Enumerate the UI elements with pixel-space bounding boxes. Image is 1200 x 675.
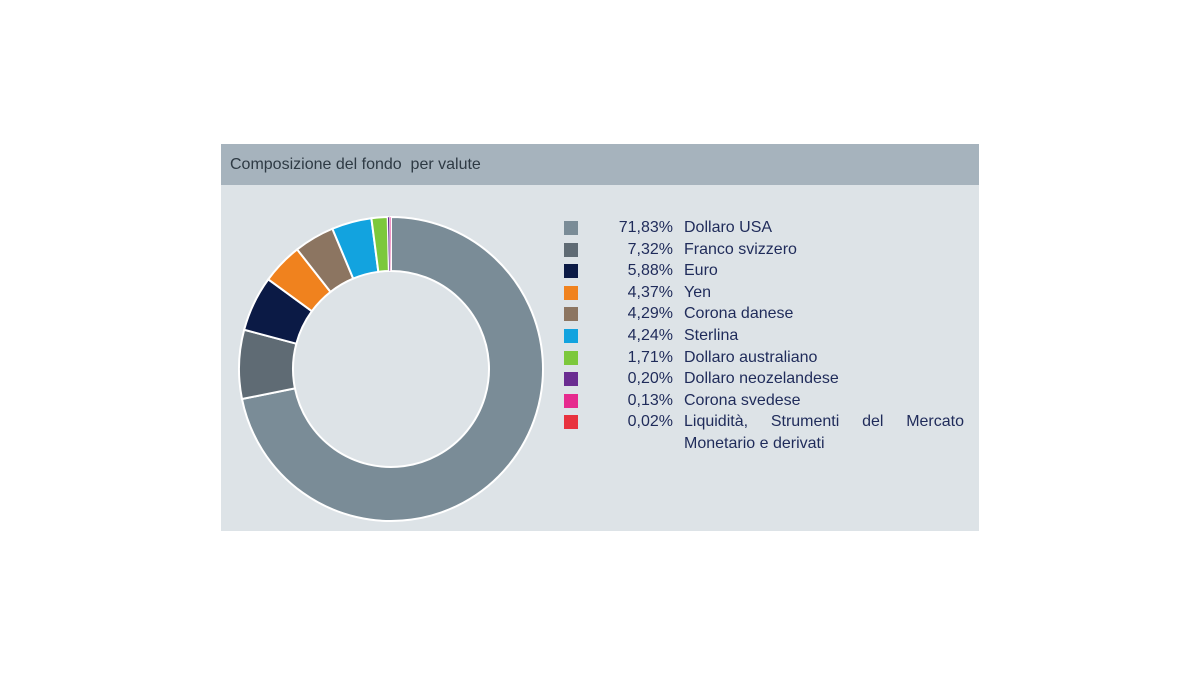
legend-swatch (564, 242, 578, 257)
donut-chart (238, 215, 544, 522)
legend-item: 4,29% Corona danese (564, 303, 964, 325)
legend-percentage: 1,71% (627, 348, 673, 366)
legend-item: 0,20% Dollaro neozelandese (564, 368, 964, 390)
legend-swatch (564, 307, 578, 322)
legend-label: Corona svedese (684, 391, 801, 409)
legend-percentage: 4,37% (627, 283, 673, 301)
legend-percentage: 7,32% (627, 240, 673, 258)
legend-item: 4,37% Yen (564, 282, 964, 304)
currency-composition-panel: Composizione del fondo per valute 71,83%… (221, 144, 979, 531)
legend-percentage: 4,24% (627, 326, 673, 344)
panel-header: Composizione del fondo per valute (221, 144, 979, 185)
donut-slice-0 (240, 215, 544, 522)
legend-item: 0,02% Liquidità, Strumenti del Mercato Mo… (564, 411, 964, 454)
legend-item: 5,88% Euro (564, 260, 964, 282)
legend-label: Liquidità, Strumenti del Mercato Monetar… (684, 413, 964, 452)
legend-swatch (564, 415, 578, 430)
legend-label: Dollaro USA (684, 219, 773, 236)
legend-percentage: 0,02% (627, 413, 673, 431)
legend-item: 0,13% Corona svedese (564, 390, 964, 412)
legend-item: 4,24% Sterlina (564, 325, 964, 347)
legend-swatch (564, 264, 578, 279)
legend-label: Dollaro australiano (684, 348, 818, 366)
legend-label: Euro (684, 262, 718, 280)
legend-item: 71,83% Dollaro USA (564, 217, 964, 239)
legend-item: 1,71% Dollaro australiano (564, 347, 964, 369)
legend-swatch (564, 350, 578, 365)
legend-percentage: 71,83% (618, 219, 673, 236)
legend-percentage: 0,20% (627, 370, 673, 388)
legend-percentage: 0,13% (627, 391, 673, 409)
legend-item: 7,32% Franco svizzero (564, 239, 964, 261)
legend-percentage: 5,88% (627, 262, 673, 280)
legend-swatch (564, 328, 578, 343)
legend-swatch (564, 372, 578, 387)
legend-label: Franco svizzero (684, 240, 797, 258)
legend-label: Dollaro neozelandese (684, 370, 839, 388)
panel-title: Composizione del fondo per valute (230, 155, 481, 173)
legend-swatch (564, 393, 578, 408)
legend-swatch (564, 285, 578, 300)
legend-label: Corona danese (684, 305, 794, 323)
legend-label: Yen (684, 283, 711, 301)
legend-percentage: 4,29% (627, 305, 673, 323)
legend-label: Sterlina (684, 326, 739, 344)
chart-legend: 71,83% Dollaro USA 7,32% Franco svizzero 5,8… (564, 217, 964, 455)
legend-swatch (564, 221, 578, 235)
